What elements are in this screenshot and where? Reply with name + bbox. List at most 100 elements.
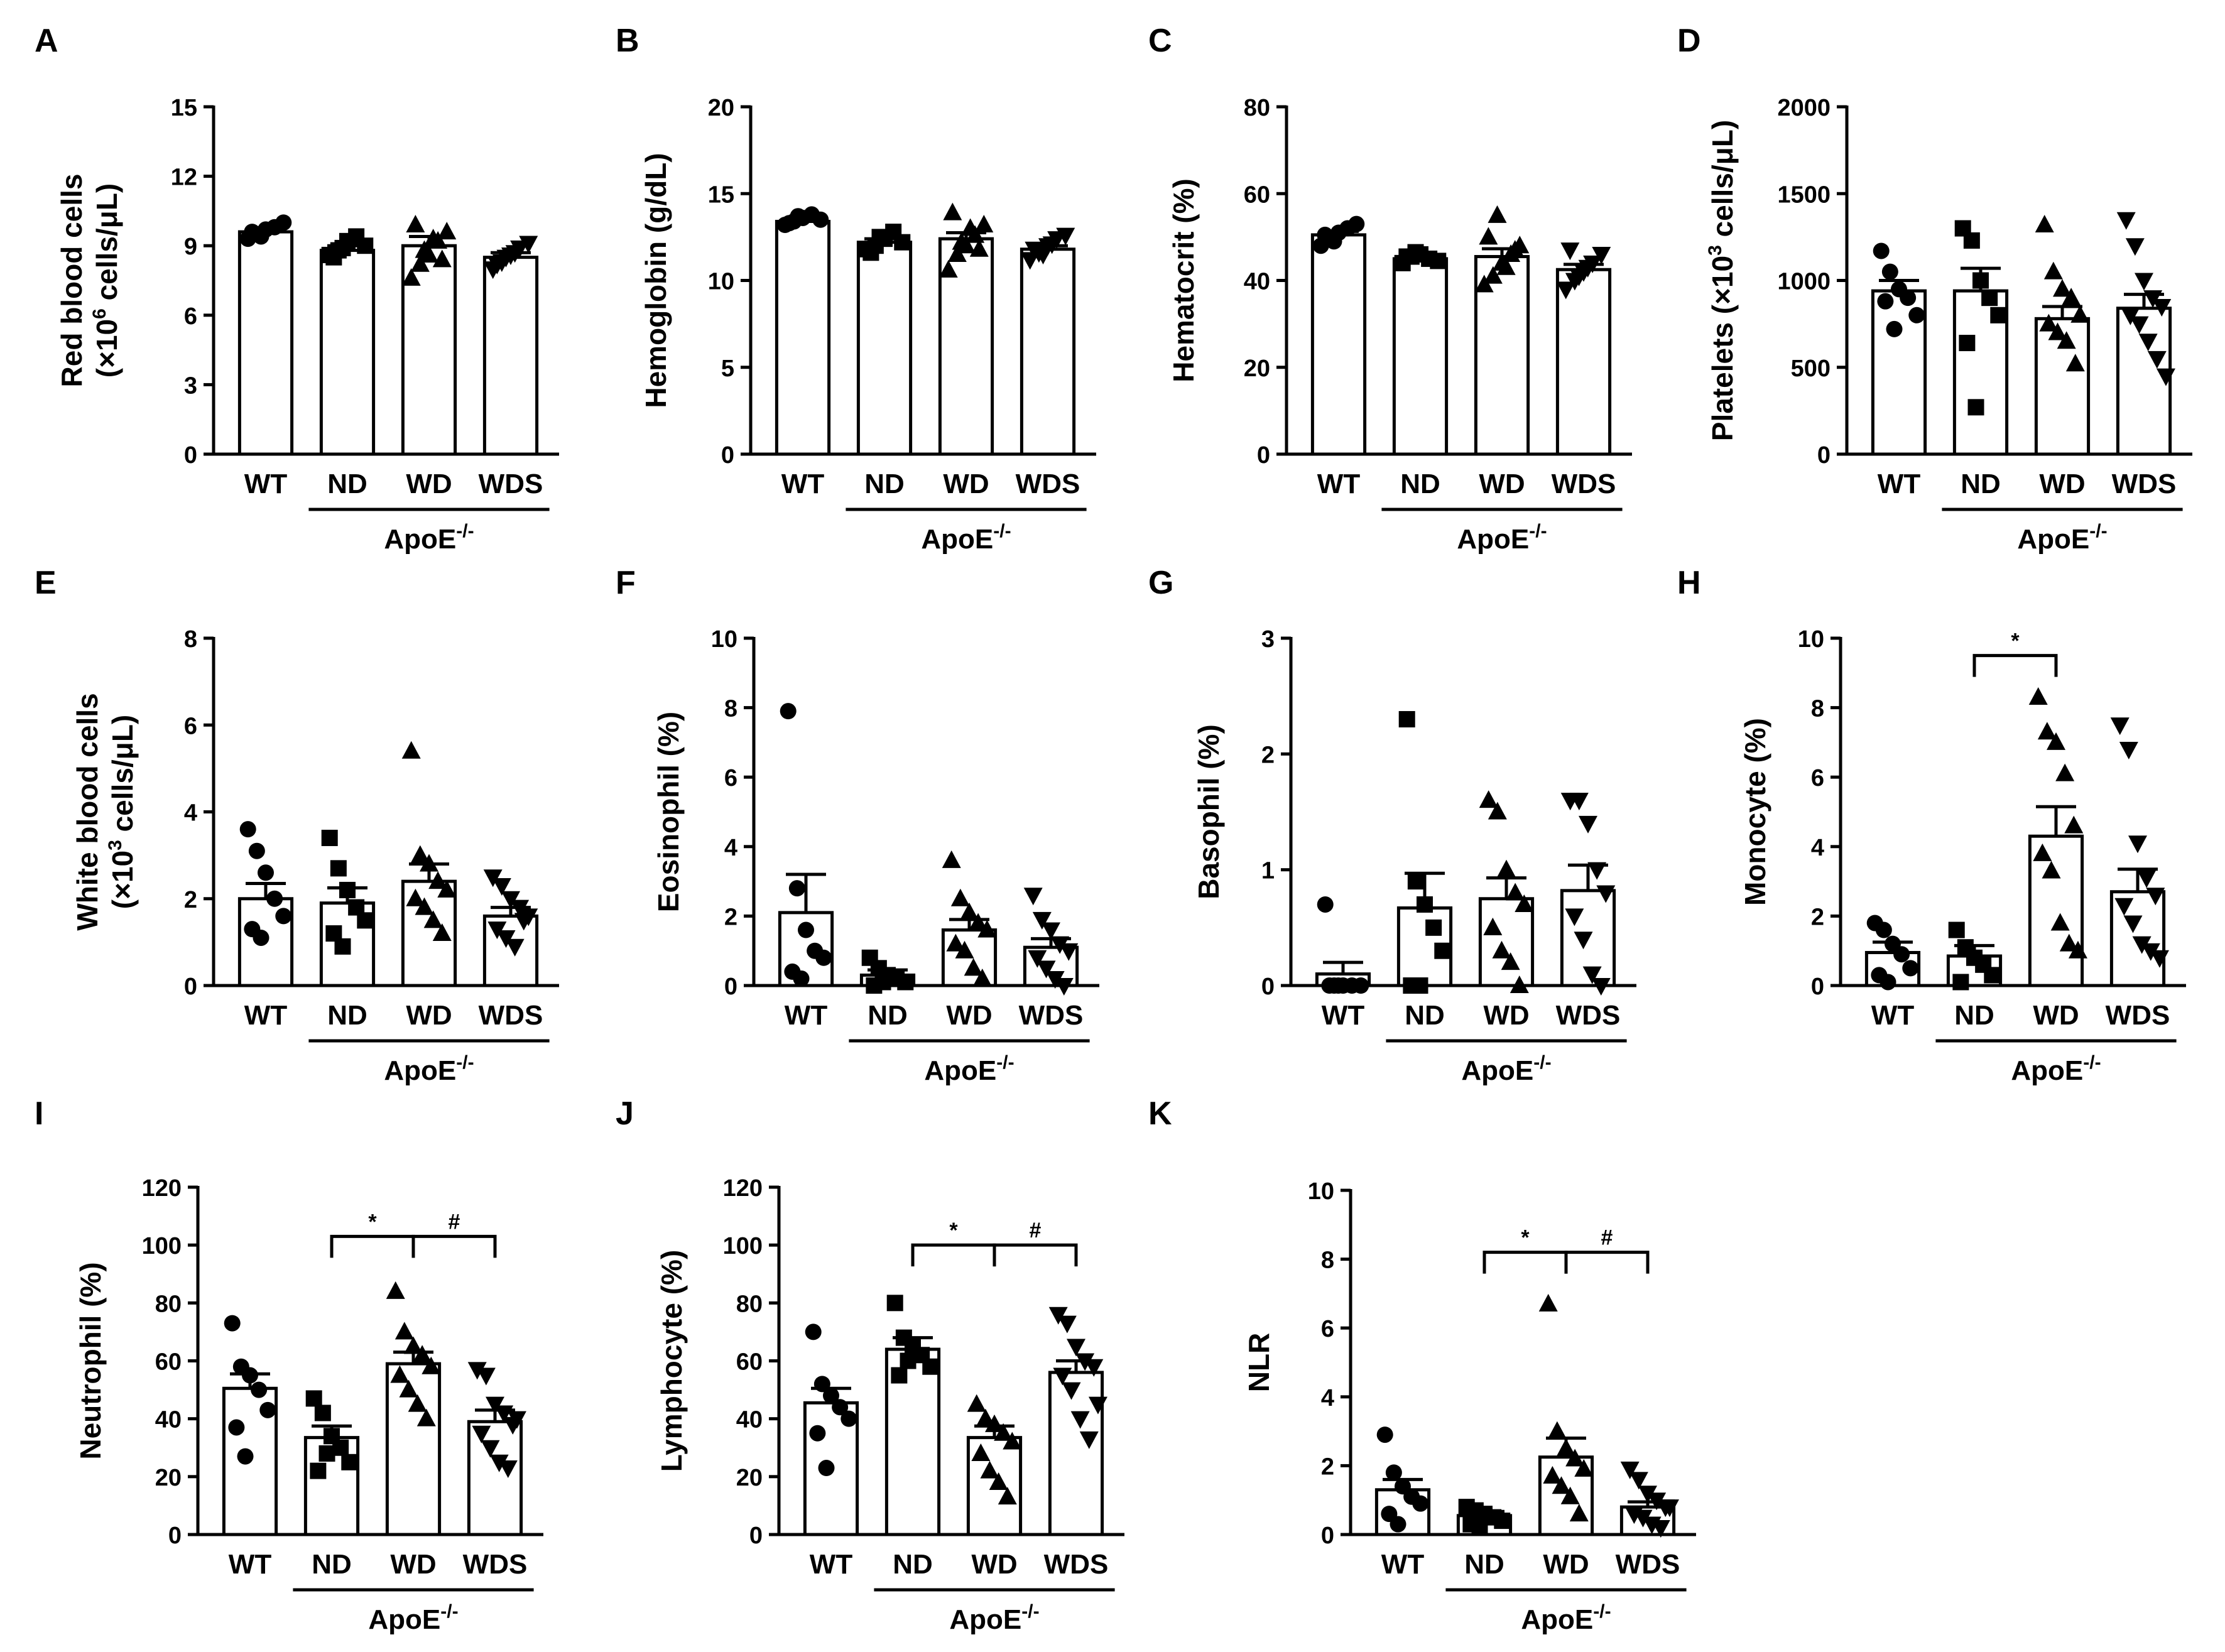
data-point-circle [275,214,292,231]
data-point-circle [239,821,256,838]
data-point-square [871,229,888,246]
data-point-square [1972,272,1989,289]
data-point-triangle [420,854,438,872]
bar-WDS [482,256,539,456]
y-tick-label: 120 [142,1175,182,1202]
x-tick-label: ND [312,1549,352,1580]
panel-E: E 0 2 4 6 8 White blood cells (×103 cells/μL) WT… [35,565,559,1086]
y-tick-label: 100 [723,1233,763,1259]
x-tick-label: ND [327,1000,367,1031]
x-tick-label: ND [868,1000,908,1031]
data-point-square [1430,253,1447,269]
significance-label: # [1601,1226,1613,1250]
data-point-square [1494,1513,1511,1530]
data-point-triangle-down [1596,885,1616,903]
data-point-square [1990,307,2007,323]
y-axis-title: Hemoglobin (g/dL) [639,153,672,408]
data-point-circle [1325,233,1342,250]
data-point-triangle [974,215,994,233]
data-point-triangle [1552,1476,1571,1494]
y-axis-title: (×103 cells/μL) [105,715,139,909]
y-tick-label: 3 [1261,626,1275,653]
y-tick-label: 100 [142,1233,182,1259]
x-tick-label: WD [946,1000,992,1031]
y-tick-label: 1000 [1777,269,1831,295]
y-tick-label: 0 [1817,442,1831,469]
data-point-triangle [1560,1486,1580,1504]
data-point-circle [1412,1495,1429,1512]
data-point-triangle-down [1057,1315,1077,1334]
y-tick-label: 8 [1811,696,1824,722]
data-point-triangle-down [1067,1339,1085,1357]
y-axis-title: Eosinophil (%) [652,712,685,912]
data-point-square [874,974,891,991]
data-point-circle [818,1460,835,1477]
x-tick-label: WT [1871,1000,1915,1031]
data-point-triangle [1538,1293,1558,1312]
y-tick-label: 2 [184,887,197,913]
data-point-triangle [406,215,425,233]
data-point-circle [805,1323,822,1340]
y-axis-title-part: Eosinophil (%) [652,712,685,912]
group-label: ApoE-/- [384,521,474,555]
x-tick-label: ND [1400,469,1440,499]
group-label: ApoE-/- [384,1052,474,1086]
data-point-triangle [1515,894,1534,912]
y-tick-label: 40 [155,1407,182,1433]
data-point-triangle-down [1062,1382,1081,1400]
data-point-square [1963,232,1980,249]
data-point-triangle [946,933,966,952]
data-point-triangle [415,897,434,915]
y-tick-label: 2 [1261,742,1275,768]
x-tick-label: WT [229,1549,272,1580]
data-point-triangle [1479,227,1498,245]
y-tick-label: 60 [155,1349,182,1376]
data-point-triangle [404,1336,423,1354]
data-point-triangle-down [2147,351,2167,369]
y-tick-label: 10 [1308,1178,1334,1205]
data-point-square [900,1352,917,1369]
y-tick-label: 8 [184,626,197,653]
data-point-triangle [408,1394,427,1412]
data-point-triangle-down [2150,950,2169,968]
y-tick-label: 80 [155,1291,182,1317]
data-point-triangle-down [492,878,511,896]
y-tick-label: 4 [1321,1385,1334,1411]
y-axis-title: Platelets (×103 cells/μL) [1705,120,1739,441]
data-point-triangle-down [1059,943,1079,961]
x-tick-label: ND [1954,1000,1994,1031]
y-tick-label: 0 [1811,974,1824,1000]
y-tick-label: 0 [184,442,197,469]
data-point-triangle [410,845,430,863]
data-point-triangle-down [1023,888,1043,906]
y-axis-title: NLR [1243,1333,1275,1393]
data-point-circle [1348,215,1365,232]
data-point-triangle [1547,1421,1567,1439]
data-point-square [1398,711,1415,728]
y-tick-label: 20 [155,1465,182,1491]
x-tick-label: ND [1405,1000,1445,1031]
data-point-triangle-down [514,913,533,931]
data-point-circle [228,1419,245,1436]
y-tick-label: 6 [184,713,197,739]
x-tick-label: WT [1317,469,1361,499]
data-point-square [897,974,914,991]
data-point-triangle [938,259,958,278]
bar-WDS [1555,268,1612,456]
data-point-triangle-down [1036,960,1056,979]
y-axis-title-part: cells/μL) [106,715,139,840]
data-point-triangle-down [1042,236,1062,254]
x-tick-label: WD [1483,1000,1529,1031]
significance-label: * [368,1210,377,1234]
y-tick-label: 60 [736,1349,763,1376]
data-point-square [334,239,351,256]
data-point-triangle [401,268,421,286]
data-point-triangle-down [1647,1492,1667,1511]
group-label-text: ApoE [2017,524,2089,555]
panel-letter: E [35,565,57,601]
data-point-triangle-down [467,1362,487,1380]
